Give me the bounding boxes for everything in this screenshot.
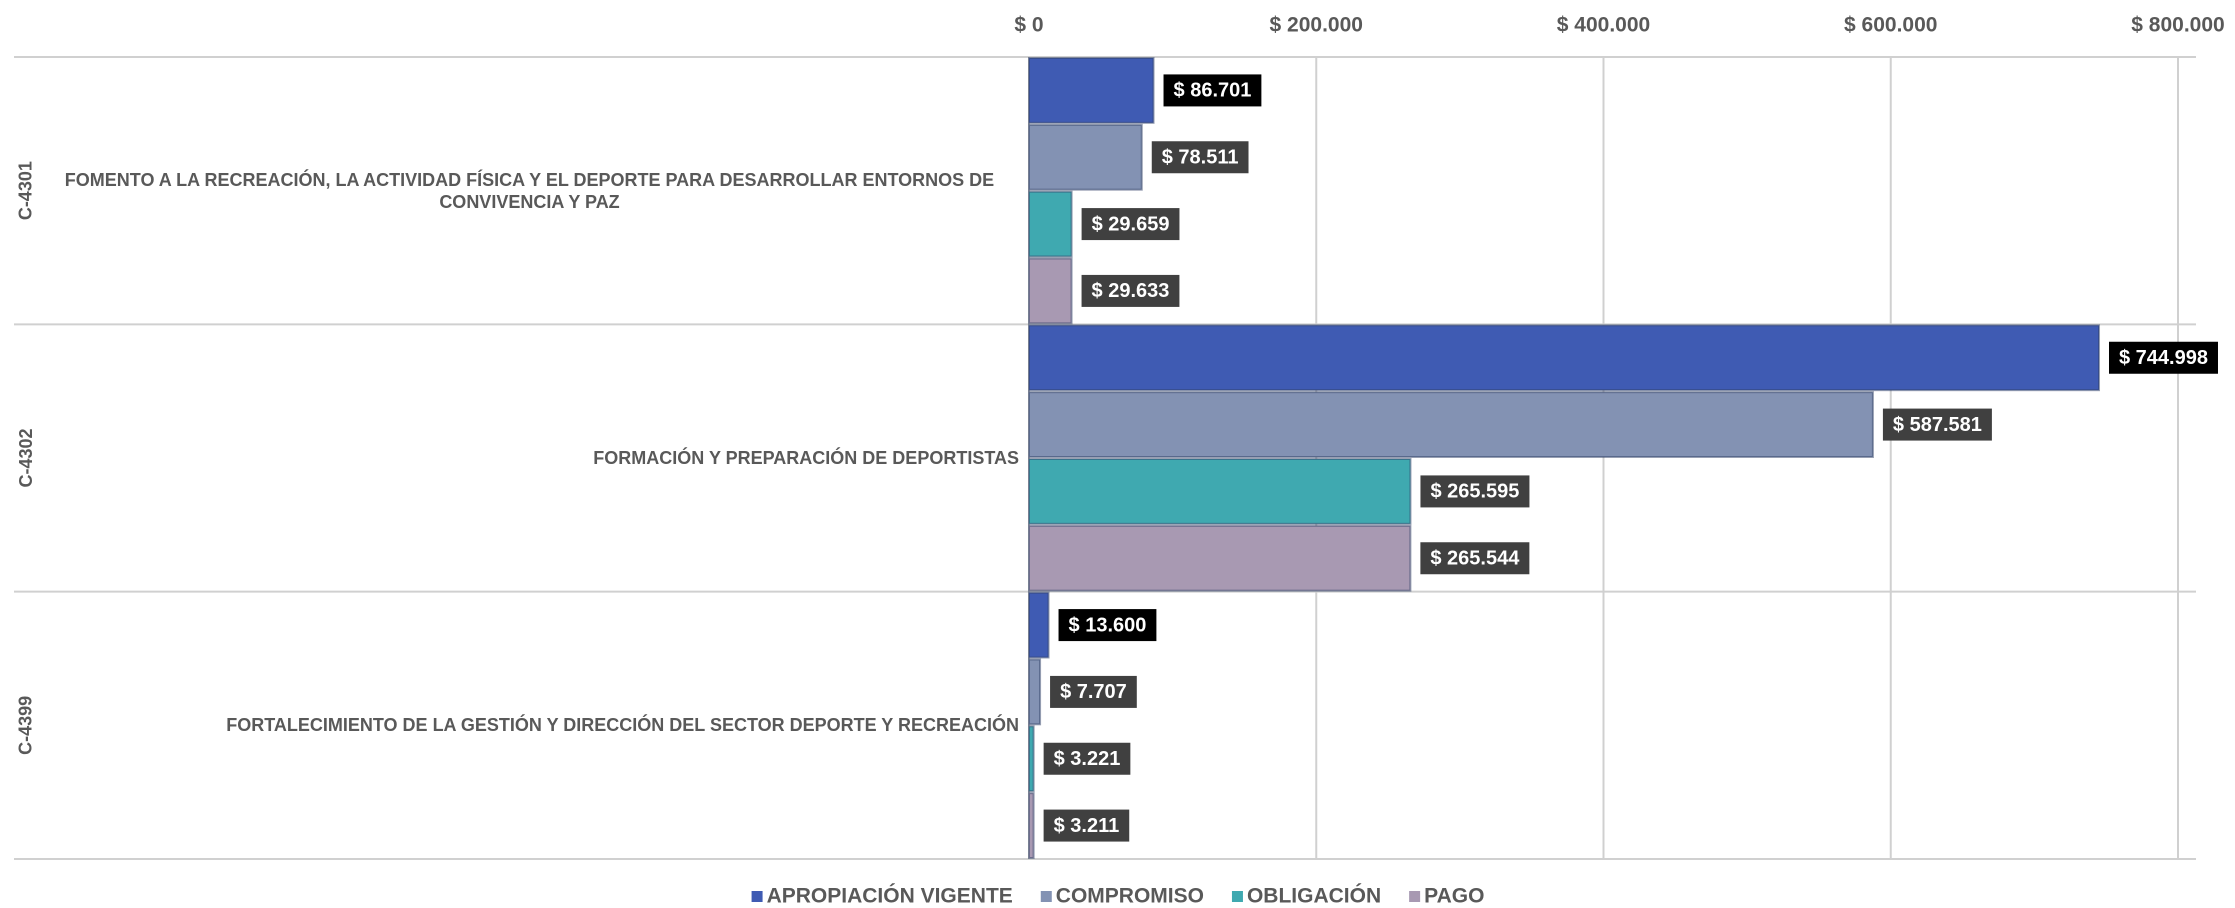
data-label-box xyxy=(1163,74,1262,107)
data-label: $ 744.998 xyxy=(2119,347,2208,369)
data-label-box xyxy=(1058,609,1157,642)
legend-label: COMPROMISO xyxy=(1056,885,1204,908)
bar xyxy=(1028,591,1050,659)
category-label: FOMENTO A LA RECREACIÓN, LA ACTIVIDAD FÍ… xyxy=(64,169,995,212)
category-label-box: FORMACIÓN Y PREPARACIÓN DE DEPORTISTAS xyxy=(593,448,1019,468)
bar xyxy=(1028,524,1412,592)
data-label: $ 78.511 xyxy=(1162,147,1239,169)
data-label-box xyxy=(1043,742,1131,775)
category-label-box: FOMENTO A LA RECREACIÓN, LA ACTIVIDAD FÍ… xyxy=(64,169,995,212)
legend-label: PAGO xyxy=(1424,885,1484,908)
category-label: FORMACIÓN Y PREPARACIÓN DE DEPORTISTAS xyxy=(593,448,1019,468)
legend-swatch xyxy=(1040,891,1052,902)
bar xyxy=(1028,792,1035,860)
bar xyxy=(1028,391,1874,458)
bar xyxy=(1028,257,1073,325)
data-label: $ 3.221 xyxy=(1054,748,1121,770)
data-label-box xyxy=(2109,341,2218,374)
data-label: $ 13.600 xyxy=(1069,614,1147,636)
data-label-box xyxy=(1081,274,1180,307)
category-label: FORTALECIMIENTO DE LA GESTIÓN Y DIRECCIÓ… xyxy=(226,715,1019,736)
x-tick-label: $ 400.000 xyxy=(1557,14,1650,37)
data-label: $ 86.701 xyxy=(1174,80,1252,102)
legend-swatch xyxy=(1231,891,1243,902)
x-tick-label: $ 0 xyxy=(1014,14,1043,37)
data-label-box xyxy=(1151,141,1249,174)
bar xyxy=(1028,658,1042,726)
bar xyxy=(1028,57,1155,124)
bar xyxy=(1028,458,1412,525)
category-label-box: FORTALECIMIENTO DE LA GESTIÓN Y DIRECCIÓ… xyxy=(226,715,1019,736)
data-label-box xyxy=(1420,542,1530,575)
category-code: C-4301 xyxy=(16,161,36,220)
data-label-box xyxy=(1420,475,1530,508)
data-label: $ 265.595 xyxy=(1430,481,1519,503)
category-code: C-4302 xyxy=(16,428,36,487)
data-label-box xyxy=(1882,408,1992,441)
data-label: $ 29.659 xyxy=(1092,213,1170,235)
legend-swatch xyxy=(751,891,763,902)
x-tick-label: $ 800.000 xyxy=(2131,14,2224,37)
x-tick-label: $ 600.000 xyxy=(1844,14,1937,37)
category-code: C-4399 xyxy=(16,696,36,755)
bar xyxy=(1028,324,2101,392)
bar xyxy=(1028,190,1073,258)
legend-label: OBLIGACIÓN xyxy=(1247,884,1381,908)
data-label: $ 587.581 xyxy=(1893,414,1982,436)
bar xyxy=(1028,725,1035,793)
legend-label: APROPIACIÓN VIGENTE xyxy=(767,884,1013,908)
legend-swatch xyxy=(1409,891,1421,902)
data-label-box xyxy=(1081,208,1180,241)
bar xyxy=(1028,123,1143,191)
data-label: $ 29.633 xyxy=(1092,280,1170,302)
data-label-box xyxy=(1043,809,1130,842)
x-tick-label: $ 200.000 xyxy=(1270,14,1363,37)
data-label: $ 7.707 xyxy=(1060,681,1127,703)
data-label-box xyxy=(1050,675,1137,708)
data-label: $ 265.544 xyxy=(1430,548,1520,570)
data-label: $ 3.211 xyxy=(1054,815,1120,837)
